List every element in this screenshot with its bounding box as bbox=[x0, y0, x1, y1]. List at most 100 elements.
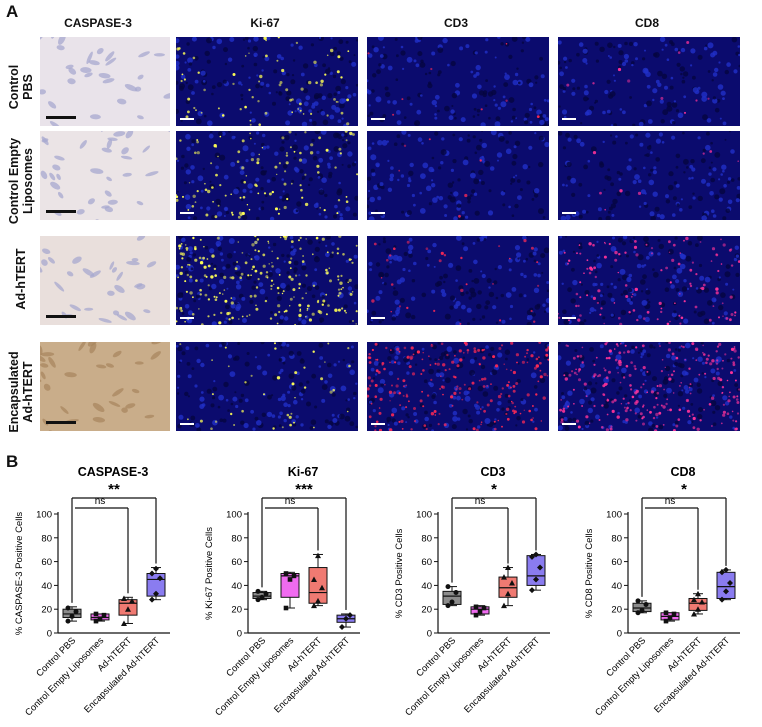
data-point bbox=[529, 587, 535, 594]
data-point bbox=[501, 602, 507, 609]
data-point bbox=[319, 584, 325, 591]
chart-cd8: CD8% CD8 Positive Cells020406080100*nsCo… bbox=[584, 465, 740, 718]
scale-bar bbox=[46, 116, 76, 119]
data-point bbox=[481, 605, 487, 611]
data-point bbox=[69, 613, 75, 619]
data-point bbox=[453, 590, 459, 596]
micrograph-caspase3-row1 bbox=[40, 131, 170, 220]
ns-label: ns bbox=[285, 496, 296, 507]
data-point bbox=[93, 618, 99, 624]
row-label-line: Ad-hTERT bbox=[14, 248, 28, 310]
micrograph-ki67-row2 bbox=[176, 236, 358, 325]
data-point bbox=[473, 612, 479, 618]
y-tick-label: 100 bbox=[606, 510, 622, 521]
data-point bbox=[255, 597, 261, 603]
data-point bbox=[635, 598, 641, 604]
significance-stars: * bbox=[491, 481, 497, 498]
data-point bbox=[691, 610, 697, 617]
micrograph-cd3-row1 bbox=[367, 131, 549, 220]
col-header-cd8: CD8 bbox=[634, 16, 659, 30]
data-point bbox=[663, 618, 669, 624]
significance-stars: *** bbox=[295, 481, 313, 498]
data-point bbox=[339, 624, 345, 631]
chart-title: CD3 bbox=[480, 465, 505, 479]
data-point bbox=[315, 552, 321, 559]
y-axis-label: % CD3 Positive Cells bbox=[394, 528, 405, 618]
col-header-cd3: CD3 bbox=[443, 16, 468, 30]
data-point bbox=[727, 580, 733, 587]
micrograph-caspase3-row0 bbox=[40, 37, 170, 126]
data-point bbox=[311, 602, 317, 609]
ns-label: ns bbox=[665, 496, 676, 507]
scale-bar bbox=[46, 421, 76, 424]
y-tick-label: 20 bbox=[421, 605, 432, 616]
scale-bar bbox=[180, 423, 194, 425]
y-axis-label: % Ki-67 Positive Cells bbox=[204, 527, 215, 620]
y-tick-label: 100 bbox=[416, 510, 432, 521]
chart-caspase3: CASPASE-3 % CASPASE-3 Positive Cells 0 20 40… bbox=[14, 465, 170, 718]
data-point bbox=[291, 573, 297, 579]
y-tick-label: 80 bbox=[611, 533, 622, 544]
y-tick-label: 0 bbox=[47, 629, 52, 640]
panel-b-letter: B bbox=[6, 452, 19, 471]
data-point bbox=[501, 574, 507, 580]
data-point bbox=[315, 597, 321, 604]
y-axis-label: % CD8 Positive Cells bbox=[584, 528, 595, 618]
data-point bbox=[505, 590, 511, 597]
row-label-0: Control PBS bbox=[7, 42, 35, 132]
micrograph-cd3-row2 bbox=[367, 236, 549, 325]
data-point bbox=[537, 564, 543, 571]
y-tick-label: 40 bbox=[231, 581, 242, 592]
micrograph-cd3-row3 bbox=[367, 342, 549, 431]
micrograph-ki67-row1 bbox=[176, 131, 358, 220]
row-label-line: Liposomes bbox=[21, 148, 35, 214]
data-point bbox=[347, 612, 353, 619]
ns-label: ns bbox=[475, 496, 486, 507]
y-tick-label: 20 bbox=[41, 605, 52, 616]
row-label-line: Encapsulated bbox=[7, 351, 21, 433]
row-label-2: Ad-hTERT bbox=[14, 234, 28, 324]
y-tick-label: 20 bbox=[231, 605, 242, 616]
micrograph-caspase3-row3 bbox=[40, 342, 170, 431]
y-tick-label: 80 bbox=[231, 533, 242, 544]
chart-ki67: Ki-67 % Ki-67 Positive Cells 0 20 40 60 80 100 *… bbox=[204, 465, 360, 718]
y-tick-label: 60 bbox=[41, 557, 52, 568]
data-point bbox=[639, 607, 645, 613]
y-tick-label: 60 bbox=[231, 557, 242, 568]
scale-bar bbox=[371, 212, 385, 214]
data-point bbox=[283, 605, 289, 611]
row-label-line: Control Empty bbox=[7, 137, 21, 225]
data-point bbox=[635, 610, 641, 616]
scale-bar bbox=[562, 212, 576, 214]
scale-bar bbox=[562, 118, 576, 120]
data-point bbox=[65, 605, 71, 611]
data-point bbox=[263, 591, 269, 597]
significance-stars: ** bbox=[108, 481, 120, 498]
significance-stars: * bbox=[681, 481, 687, 498]
data-point bbox=[505, 564, 511, 571]
data-point bbox=[509, 580, 515, 586]
micrograph-cd8-row1 bbox=[558, 131, 740, 220]
data-point bbox=[663, 610, 669, 616]
y-tick-label: 40 bbox=[41, 581, 52, 592]
data-point bbox=[449, 599, 455, 605]
data-point bbox=[445, 603, 451, 609]
data-point bbox=[667, 615, 673, 620]
scale-bar bbox=[46, 315, 76, 318]
data-point bbox=[283, 571, 289, 576]
data-point bbox=[643, 601, 649, 607]
data-point bbox=[129, 597, 135, 604]
box-3 bbox=[716, 571, 736, 599]
data-point bbox=[473, 604, 479, 610]
y-tick-label: 100 bbox=[36, 510, 52, 521]
row-label-line: Ad-hTERT bbox=[21, 361, 35, 423]
data-point bbox=[121, 595, 127, 601]
micrograph-cd8-row0 bbox=[558, 37, 740, 126]
chart-cd3: CD3% CD3 Positive Cells020406080100*nsCo… bbox=[394, 465, 550, 718]
ns-label: ns bbox=[95, 496, 106, 507]
data-point bbox=[445, 584, 451, 590]
row-label-line: PBS bbox=[21, 74, 35, 100]
data-point bbox=[533, 576, 539, 583]
data-point bbox=[719, 569, 725, 576]
y-axis-label: % CASPASE-3 Positive Cells bbox=[14, 512, 25, 636]
